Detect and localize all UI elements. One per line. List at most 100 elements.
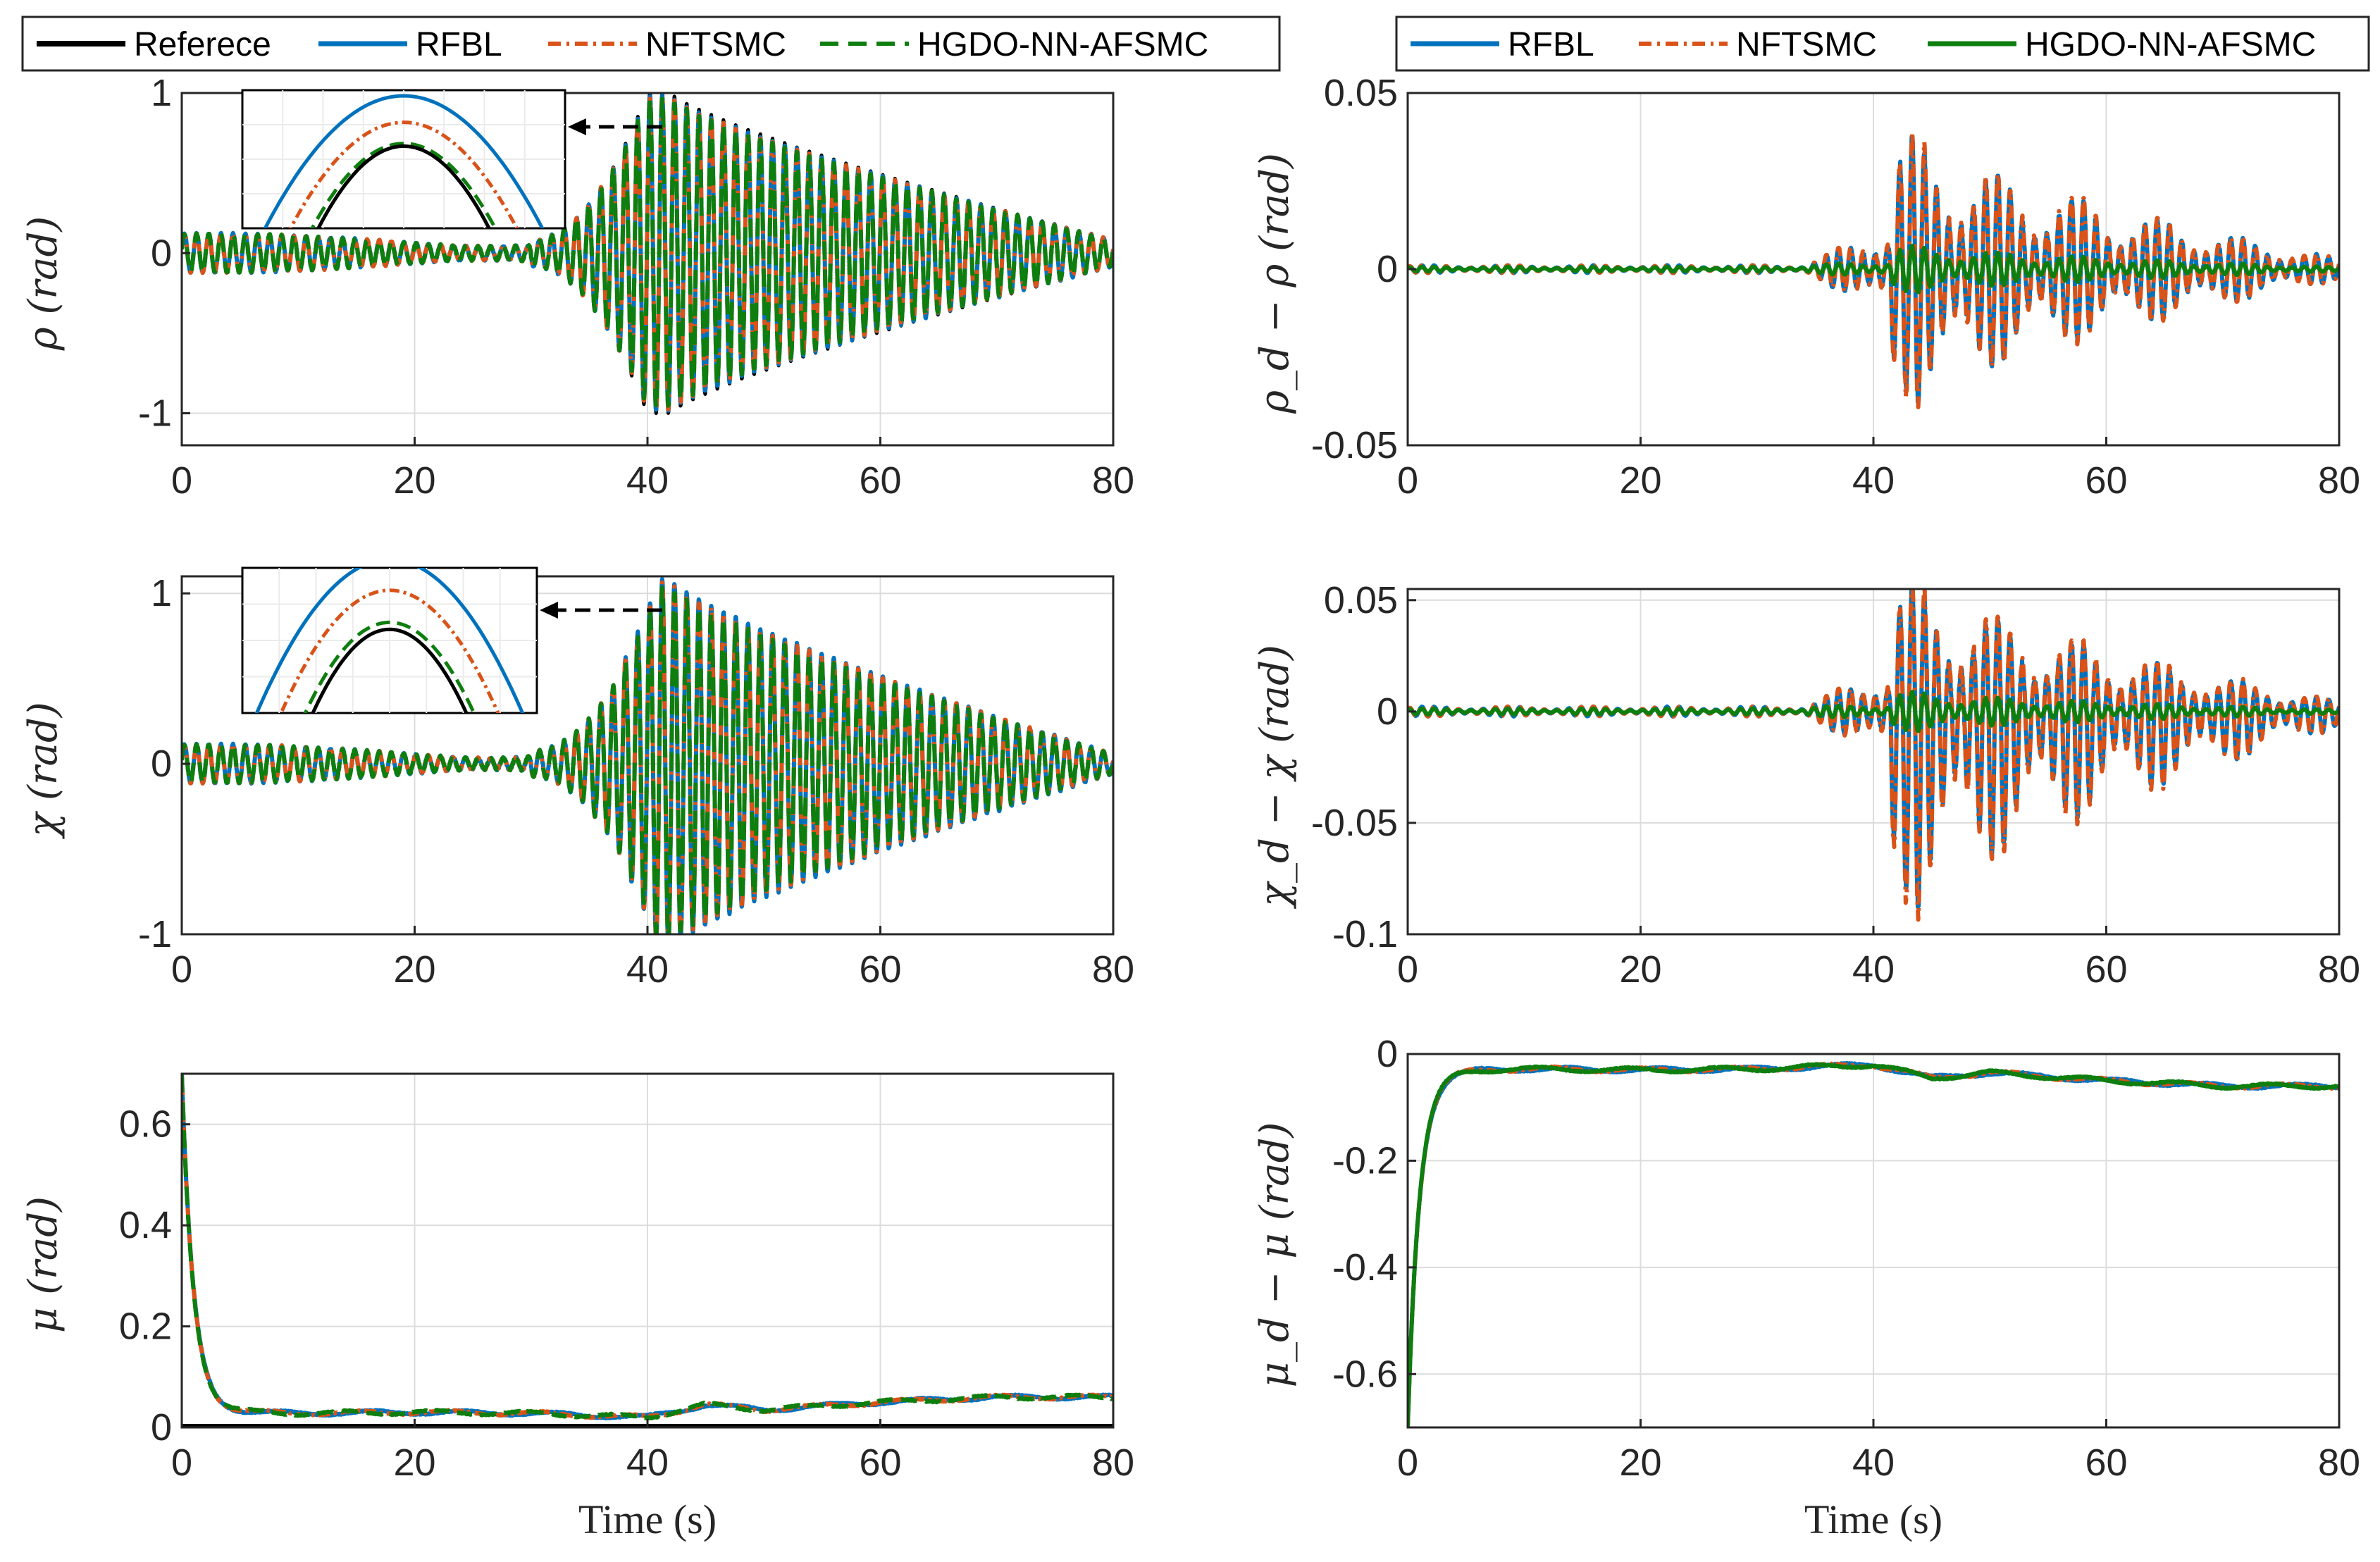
- ytick-label-chi-0: -1: [138, 913, 172, 955]
- xtick-label-rho-0: 0: [171, 459, 192, 502]
- chart-rho: 0 20 40 60 80 -1 0 1 ρ (rad): [20, 72, 1134, 502]
- inset-series-reference-chi: [311, 627, 469, 713]
- series-group-chi: [182, 577, 1113, 934]
- xtick-label-rho_err-1: 20: [1619, 459, 1661, 502]
- ylabel-mu: μ (rad): [20, 1196, 66, 1333]
- legend-left-label-rfbl: RFBL: [416, 26, 502, 63]
- ytick-label-rho_err-1: 0: [1377, 248, 1398, 290]
- ytick-label-chi_err-2: 0: [1377, 690, 1398, 733]
- legend-right-label-hgdo: HGDO-NN-AFSMC: [2025, 26, 2316, 63]
- chart-mu: 0 20 40 60 80 0 0.2 0.4 0.6 μ (rad) Time (s): [20, 1072, 1134, 1542]
- xtick-label-rho-4: 80: [1092, 459, 1134, 502]
- series-group-mu_err: [1408, 1060, 2339, 1427]
- ylabel-chi_err: χ_d − χ (rad): [1252, 645, 1298, 910]
- inset-series-nftsmc-chi: [279, 588, 500, 713]
- chart-mu_err: 0 20 40 60 80 -0.6 -0.4 -0.2 0 μ_d − μ (rad) Time …: [1252, 1033, 2360, 1542]
- ytick-label-chi-1: 0: [151, 743, 172, 785]
- ytick-label-rho-1: 0: [151, 232, 172, 274]
- legend-left-label-reference: Referece: [134, 26, 271, 63]
- xtick-label-mu-2: 40: [626, 1442, 669, 1484]
- ytick-label-mu_err-2: -0.2: [1332, 1139, 1398, 1182]
- xtick-label-chi_err-1: 20: [1619, 948, 1661, 991]
- ytick-label-mu-3: 0.6: [119, 1103, 172, 1146]
- inset-series-nftsmc-rho: [288, 120, 519, 228]
- xtick-label-chi-1: 20: [393, 948, 435, 991]
- ylabel-rho_err: ρ_d − ρ (rad): [1252, 153, 1298, 414]
- inset-series-hgdo-rho: [310, 142, 497, 228]
- legend-left: Referece RFBL NFTSMC HGDO-NN-AFSMC: [21, 16, 1281, 72]
- xtick-label-rho_err-0: 0: [1397, 459, 1418, 502]
- xtick-label-mu_err-3: 60: [2085, 1442, 2127, 1484]
- ytick-label-mu-2: 0.4: [119, 1204, 172, 1246]
- ytick-label-mu_err-3: 0: [1377, 1033, 1398, 1075]
- legend-right-box: [1395, 16, 2370, 72]
- ytick-label-mu-0: 0: [151, 1406, 172, 1449]
- xtick-label-chi-2: 40: [626, 948, 669, 991]
- legend-right: RFBL NFTSMC HGDO-NN-AFSMC: [1395, 16, 2370, 72]
- xlabel-mu: Time (s): [578, 1496, 717, 1542]
- xtick-label-mu-3: 60: [859, 1442, 901, 1484]
- xtick-label-rho_err-4: 80: [2318, 459, 2360, 502]
- ytick-label-mu_err-0: -0.6: [1332, 1353, 1398, 1395]
- inset-chi: [241, 566, 662, 714]
- ylabel-rho: ρ (rad): [20, 216, 66, 351]
- ytick-label-rho_err-0: -0.05: [1311, 424, 1398, 466]
- ytick-label-rho_err-2: 0.05: [1324, 72, 1398, 114]
- legend-right-label-nftsmc: NFTSMC: [1736, 26, 1877, 63]
- series-group-rho_err: [1408, 130, 2339, 409]
- xtick-label-chi-4: 80: [1092, 948, 1134, 991]
- xtick-label-mu_err-1: 20: [1619, 1442, 1661, 1484]
- series-group-mu: [182, 1074, 1113, 1427]
- legend-left-label-nftsmc: NFTSMC: [645, 26, 786, 63]
- xtick-label-chi-3: 60: [859, 948, 901, 991]
- ytick-label-mu_err-1: -0.4: [1332, 1246, 1398, 1289]
- inset-series-reference-rho: [316, 144, 492, 228]
- xtick-label-chi_err-3: 60: [2085, 948, 2127, 991]
- legend-left-label-hgdo: HGDO-NN-AFSMC: [917, 26, 1208, 63]
- series-hgdo-rho_err: [1408, 243, 2339, 295]
- ylabel-mu_err: μ_d − μ (rad): [1252, 1122, 1298, 1388]
- ytick-label-rho-0: -1: [138, 392, 172, 435]
- ytick-label-mu-1: 0.2: [119, 1306, 172, 1348]
- xtick-label-chi_err-0: 0: [1397, 948, 1418, 991]
- series-group-rho: [182, 93, 1113, 415]
- xtick-label-rho-3: 60: [859, 459, 901, 502]
- inset-series-rho: [263, 94, 545, 228]
- inset-arrow-head-chi: [540, 602, 558, 619]
- inset-series-rfbl-chi: [254, 568, 525, 713]
- inset-rho: [241, 89, 662, 230]
- xtick-label-rho_err-2: 40: [1852, 459, 1895, 502]
- inset-series-hgdo-chi: [303, 620, 476, 713]
- inset-series-chi: [254, 568, 525, 713]
- ytick-label-chi-2: 1: [151, 572, 172, 614]
- series-hgdo-chi_err: [1408, 690, 2339, 733]
- ytick-label-chi_err-3: 0.05: [1324, 579, 1398, 621]
- xtick-label-mu_err-0: 0: [1397, 1442, 1418, 1484]
- xtick-label-chi-0: 0: [171, 948, 192, 991]
- ylabel-chi: χ (rad): [20, 702, 66, 839]
- xtick-label-rho-2: 40: [626, 459, 669, 502]
- legend-right-label-rfbl: RFBL: [1508, 26, 1594, 63]
- xlabel-mu_err: Time (s): [1804, 1496, 1942, 1542]
- inset-series-rfbl-rho: [263, 94, 545, 228]
- ytick-label-chi_err-1: -0.05: [1311, 802, 1398, 844]
- xtick-label-mu-4: 80: [1092, 1442, 1134, 1484]
- series-hgdo-chi: [182, 585, 1113, 934]
- legend-left-box: [21, 16, 1281, 72]
- xtick-label-rho_err-3: 60: [2085, 459, 2127, 502]
- ytick-label-chi_err-0: -0.1: [1332, 913, 1398, 955]
- xtick-label-rho-1: 20: [393, 459, 435, 502]
- xtick-label-mu-0: 0: [171, 1442, 192, 1484]
- xtick-label-mu_err-4: 80: [2318, 1442, 2360, 1484]
- inset-arrow-head-rho: [568, 118, 586, 135]
- chart-chi_err: 0 20 40 60 80 -0.1 -0.05 0 0.05 χ_d − χ (rad): [1252, 579, 2360, 991]
- ytick-label-rho-2: 1: [151, 72, 172, 114]
- xtick-label-chi_err-4: 80: [2318, 948, 2360, 991]
- series-hgdo-mu_err: [1408, 1062, 2339, 1427]
- xtick-label-chi_err-2: 40: [1852, 948, 1895, 991]
- xtick-label-mu_err-2: 40: [1852, 1442, 1895, 1484]
- xtick-label-mu-1: 20: [393, 1442, 435, 1484]
